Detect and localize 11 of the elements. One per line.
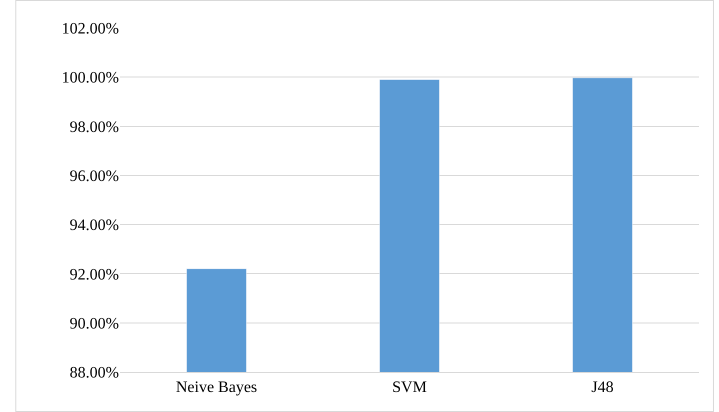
x-tick-label: J48 (591, 379, 614, 396)
x-tick-label: SVM (392, 379, 427, 396)
y-tick-label: 88.00% (70, 364, 119, 382)
y-tick-label: 98.00% (70, 118, 119, 136)
y-tick-label: 100.00% (62, 70, 119, 87)
y-tick-label: 92.00% (70, 266, 119, 284)
y-tick-label: 90.00% (70, 315, 119, 332)
y-tick-label: 102.00% (62, 20, 119, 38)
y-tick-label: 94.00% (70, 217, 119, 234)
y-tick-label: 96.00% (70, 168, 119, 186)
x-tick-label: Neive Bayes (176, 379, 258, 396)
